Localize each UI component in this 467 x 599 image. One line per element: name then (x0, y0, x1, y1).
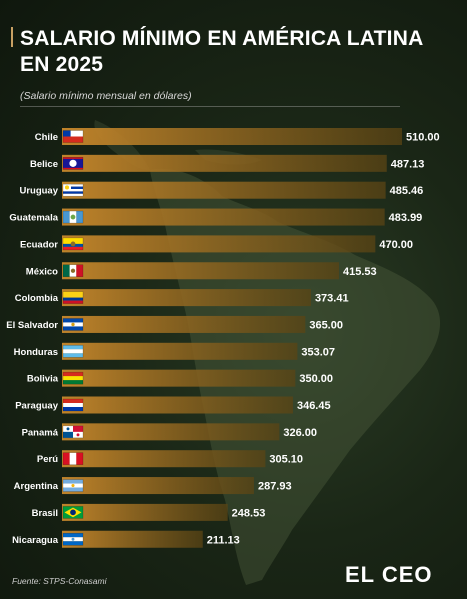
category-label: México (26, 266, 58, 277)
bar-row: México 415.53 (26, 262, 377, 280)
bar-row: Nicaragua 211.13 (12, 530, 240, 548)
value-label: 373.41 (315, 293, 349, 305)
bar-row: Honduras 353.07 (14, 342, 335, 360)
bar (62, 342, 298, 360)
bar (62, 477, 254, 495)
category-label: Colombia (15, 293, 59, 304)
bar-row: Uruguay 485.46 (19, 181, 424, 199)
uruguay-flag (62, 183, 84, 197)
bar-row: Perú 305.10 (37, 450, 303, 468)
mexico-flag (62, 264, 84, 277)
category-label: Uruguay (19, 186, 58, 197)
value-label: 487.13 (391, 158, 425, 170)
category-label: Panamá (22, 427, 59, 438)
value-label: 483.99 (389, 212, 423, 224)
value-label: 485.46 (390, 185, 424, 197)
bar-row: Brasil 248.53 (32, 503, 266, 521)
el-ceo-logo: EL CEO (345, 562, 433, 587)
value-label: 305.10 (269, 454, 303, 466)
category-label: Ecuador (20, 239, 58, 250)
bar-row: Colombia 373.41 (15, 289, 349, 307)
value-label: 287.93 (258, 481, 292, 493)
subtitle-divider (20, 106, 400, 107)
brazil-flag (62, 506, 84, 519)
bar-row: Chile 510.00 (35, 128, 440, 145)
bolivia-flag (62, 371, 84, 385)
bar (62, 450, 266, 468)
value-label: 470.00 (379, 239, 413, 251)
title-accent-bar (11, 27, 13, 47)
value-label: 365.00 (309, 319, 343, 331)
value-label: 346.45 (297, 400, 331, 412)
bar (62, 530, 203, 548)
argentina-flag (62, 479, 84, 492)
value-label: 326.00 (283, 427, 317, 439)
bar (62, 154, 387, 172)
category-label: Paraguay (15, 401, 58, 412)
bar (62, 262, 340, 280)
paraguay-flag (62, 398, 84, 412)
bar-row: Bolivia 350.00 (27, 369, 333, 387)
value-label: 510.00 (406, 132, 440, 144)
value-label: 211.13 (207, 534, 240, 546)
category-label: El Salvador (6, 320, 58, 331)
value-label: 350.00 (299, 373, 333, 385)
ecuador-flag (62, 237, 84, 251)
honduras-flag (62, 345, 84, 358)
category-label: Argentina (14, 481, 59, 492)
guatemala-flag (62, 210, 84, 224)
bar (62, 128, 402, 145)
panama-flag (62, 425, 84, 439)
bar-row: Belice 487.13 (30, 154, 425, 172)
source-note: Fuente: STPS-Conasami (12, 576, 107, 586)
colombia-flag (62, 291, 84, 304)
chile-flag (62, 130, 84, 143)
peru-flag (62, 452, 84, 465)
bar-row: Argentina 287.93 (14, 477, 292, 495)
category-label: Chile (35, 132, 58, 143)
category-label: Belice (30, 159, 58, 170)
bar-row: Guatemala 483.99 (9, 208, 423, 226)
bar-row: El Salvador 365.00 (6, 315, 343, 333)
bar-row: Ecuador 470.00 (20, 235, 413, 253)
bar (62, 181, 386, 199)
bar-row: Panamá 326.00 (22, 423, 317, 441)
category-label: Guatemala (9, 213, 58, 224)
value-label: 248.53 (232, 507, 266, 519)
category-label: Brasil (32, 508, 58, 519)
category-label: Honduras (14, 347, 58, 358)
bar (62, 503, 228, 521)
category-label: Perú (37, 454, 58, 465)
bar-row: Paraguay 346.45 (15, 396, 331, 414)
el-salvador-flag (62, 318, 84, 331)
bar (62, 289, 311, 307)
bar (62, 315, 306, 333)
bar (62, 423, 280, 441)
bar (62, 208, 385, 226)
belize-flag (62, 157, 84, 170)
bar (62, 369, 296, 387)
value-label: 415.53 (343, 266, 377, 278)
value-label: 353.07 (301, 346, 335, 358)
category-label: Bolivia (27, 374, 59, 385)
bar (62, 396, 293, 414)
chart-subtitle: (Salario mínimo mensual en dólares) (20, 90, 192, 102)
category-label: Nicaragua (12, 535, 59, 546)
bar (62, 235, 376, 253)
nicaragua-flag (62, 533, 84, 546)
chart-title: SALARIO MÍNIMO EN AMÉRICA LATINA EN 2025 (20, 27, 423, 76)
